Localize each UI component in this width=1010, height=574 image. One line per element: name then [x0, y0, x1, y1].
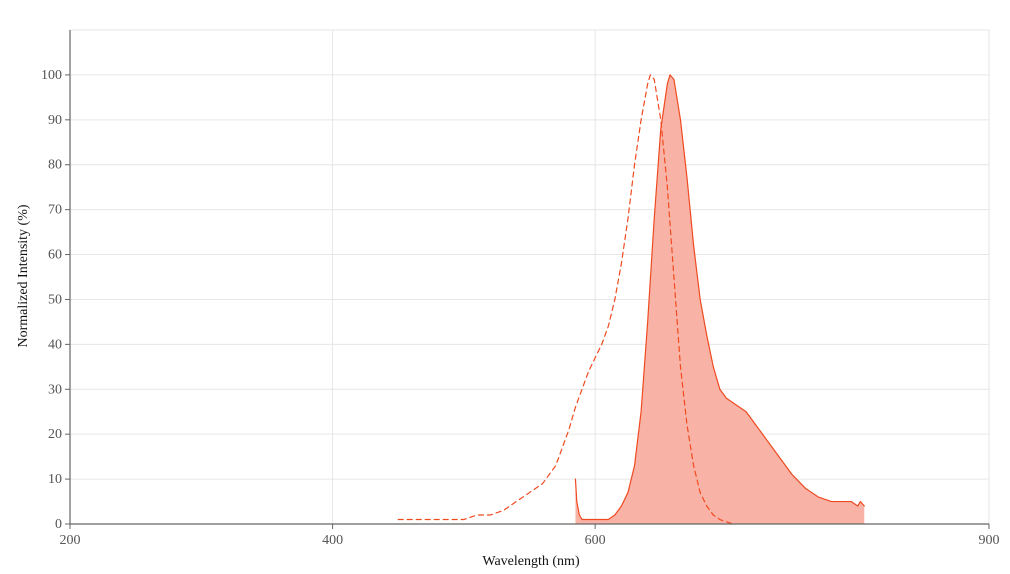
y-tick-label: 90 [48, 113, 62, 128]
x-axis-title: Wavelength (nm) [482, 554, 580, 569]
plot-frame [69, 29, 990, 525]
y-tick-label: 100 [41, 68, 62, 83]
emission-line [574, 74, 865, 521]
y-tick-label: 30 [48, 382, 62, 397]
y-tick-label: 0 [55, 517, 62, 532]
x-tick-label: 400 [322, 533, 343, 548]
x-tick-label: 600 [585, 533, 606, 548]
y-tick-label: 70 [48, 203, 62, 218]
y-tick-label: 50 [48, 292, 62, 307]
grid-layer [69, 29, 990, 525]
series-layer [397, 74, 865, 525]
y-tick-label: 10 [48, 472, 62, 487]
x-tick-label: 900 [979, 533, 1000, 548]
excitation-line [397, 74, 734, 525]
emission-area [575, 74, 865, 524]
y-tick-label: 20 [48, 427, 62, 442]
y-axis-title: Normalized Intensity (%) [16, 204, 31, 347]
axis-layer: 0 10 20 30 40 50 60 70 80 90 100 200 400 600 900 [41, 30, 1000, 548]
y-tick-label: 80 [48, 158, 62, 173]
y-tick-label: 40 [48, 337, 62, 352]
y-tick-label: 60 [48, 248, 62, 263]
x-tick-label: 200 [60, 533, 81, 548]
